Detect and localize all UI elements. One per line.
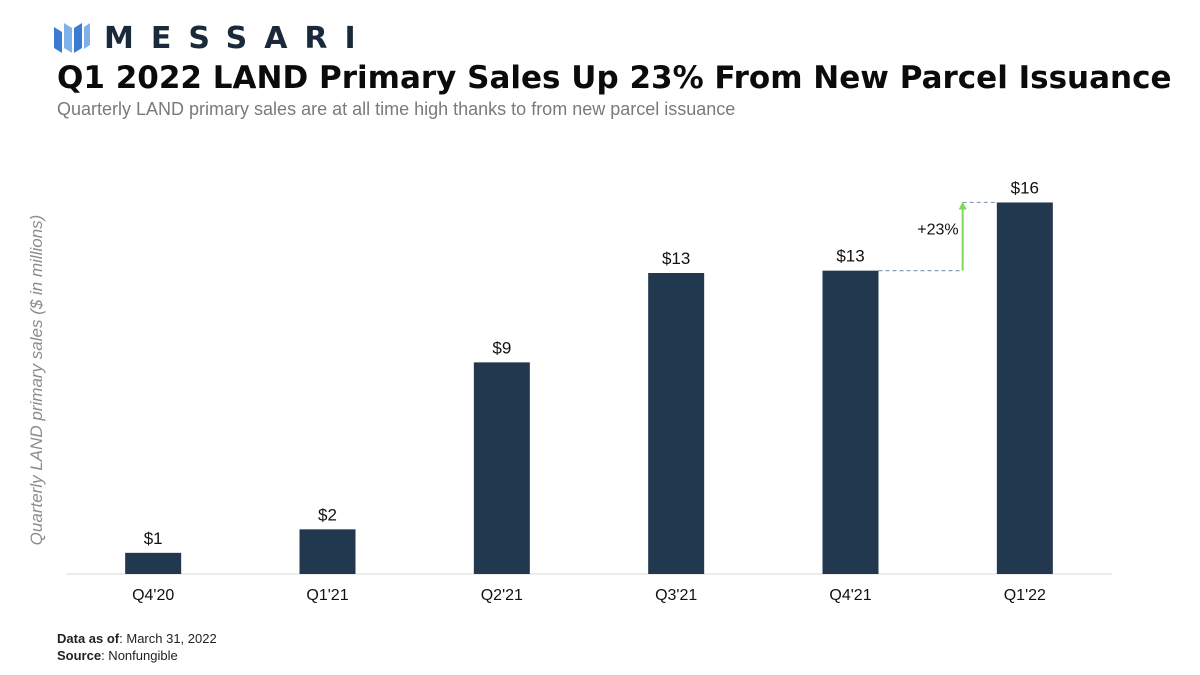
bar-Q2'21 xyxy=(473,362,530,574)
bar-Q1'22 xyxy=(996,202,1053,574)
brand-logo: MESSARI xyxy=(54,20,373,56)
growth-arrow-head-icon xyxy=(958,201,967,210)
x-tick-label: Q1'21 xyxy=(306,587,348,604)
data-as-of-label: Data as of xyxy=(57,631,120,646)
bar-chart: Quarterly LAND primary sales ($ in milli… xyxy=(27,178,1112,604)
y-axis-label: Quarterly LAND primary sales ($ in milli… xyxy=(27,215,46,546)
bar-Q4'20 xyxy=(125,552,182,574)
data-label: $16 xyxy=(1011,178,1039,197)
bar-Q3'21 xyxy=(648,273,705,574)
x-tick-label: Q2'21 xyxy=(481,587,523,604)
footer: Data as of: March 31, 2022 Source: Nonfu… xyxy=(57,630,217,664)
x-tick-label: Q3'21 xyxy=(655,587,697,604)
chart-subtitle: Quarterly LAND primary sales are at all … xyxy=(57,99,736,119)
data-label: $9 xyxy=(492,338,511,357)
x-tick-label: Q4'21 xyxy=(829,587,871,604)
data-label: $2 xyxy=(318,505,337,524)
x-tick-label: Q1'22 xyxy=(1004,587,1046,604)
bar-Q4'21 xyxy=(822,270,879,574)
bar-Q1'21 xyxy=(299,529,356,574)
data-label: $13 xyxy=(836,247,864,266)
chart-title: Q1 2022 LAND Primary Sales Up 23% From N… xyxy=(57,60,1172,96)
brand-name: MESSARI xyxy=(104,20,373,56)
data-as-of: Data as of: March 31, 2022 xyxy=(57,630,217,647)
growth-annotation-label: +23% xyxy=(917,222,958,239)
source-value: : Nonfungible xyxy=(101,648,178,663)
source-label: Source xyxy=(57,648,102,663)
messari-logo-icon xyxy=(54,23,90,53)
data-label: $1 xyxy=(144,529,163,548)
data-label: $13 xyxy=(662,249,690,268)
source: Source: Nonfungible xyxy=(57,647,217,664)
data-as-of-value: : March 31, 2022 xyxy=(119,631,217,646)
x-tick-label: Q4'20 xyxy=(132,587,174,604)
